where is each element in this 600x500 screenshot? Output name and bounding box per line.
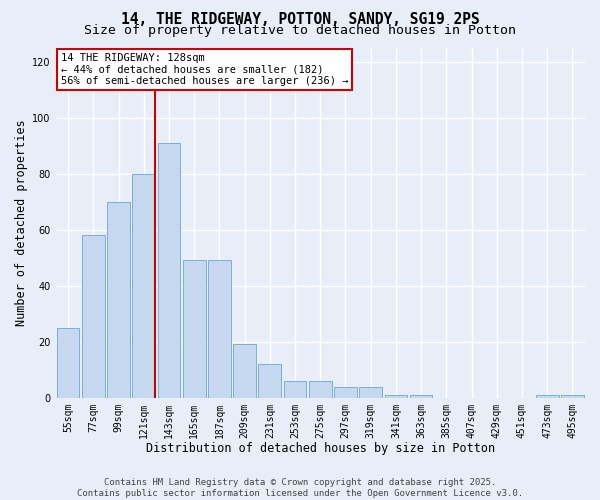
Bar	[233, 344, 256, 398]
Text: 14 THE RIDGEWAY: 128sqm
← 44% of detached houses are smaller (182)
56% of semi-d: 14 THE RIDGEWAY: 128sqm ← 44% of detache…	[61, 53, 349, 86]
Bar	[158, 143, 181, 398]
X-axis label: Distribution of detached houses by size in Potton: Distribution of detached houses by size …	[146, 442, 495, 455]
Bar	[410, 395, 433, 398]
Bar	[284, 381, 307, 398]
Bar	[208, 260, 231, 398]
Bar	[359, 386, 382, 398]
Bar	[82, 235, 104, 398]
Bar	[385, 395, 407, 398]
Bar	[561, 395, 584, 398]
Text: Contains HM Land Registry data © Crown copyright and database right 2025.
Contai: Contains HM Land Registry data © Crown c…	[77, 478, 523, 498]
Bar	[133, 174, 155, 398]
Bar	[183, 260, 206, 398]
Bar	[309, 381, 332, 398]
Bar	[259, 364, 281, 398]
Bar	[57, 328, 79, 398]
Text: Size of property relative to detached houses in Potton: Size of property relative to detached ho…	[84, 24, 516, 37]
Y-axis label: Number of detached properties: Number of detached properties	[15, 120, 28, 326]
Text: 14, THE RIDGEWAY, POTTON, SANDY, SG19 2PS: 14, THE RIDGEWAY, POTTON, SANDY, SG19 2P…	[121, 12, 479, 28]
Bar	[107, 202, 130, 398]
Bar	[334, 386, 357, 398]
Bar	[536, 395, 559, 398]
